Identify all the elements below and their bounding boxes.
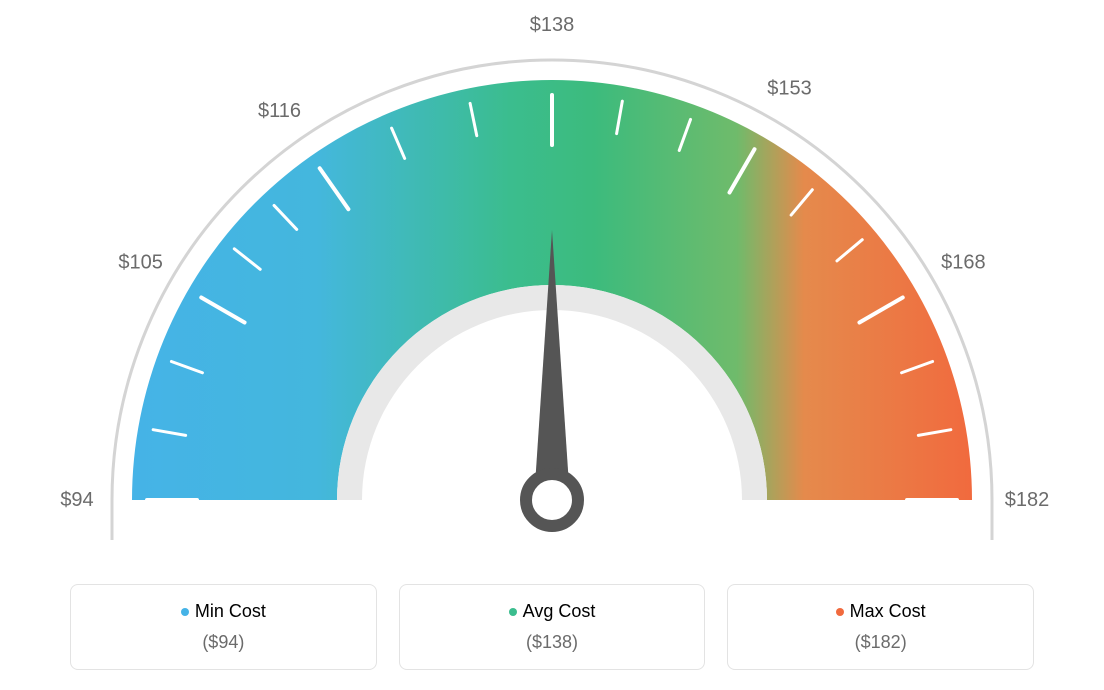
legend-avg-text: Avg Cost xyxy=(523,601,596,622)
legend-min-label: Min Cost xyxy=(83,601,364,622)
svg-text:$105: $105 xyxy=(118,252,163,274)
dot-icon xyxy=(509,608,517,616)
svg-text:$153: $153 xyxy=(767,78,812,100)
svg-text:$94: $94 xyxy=(60,489,93,511)
legend-max-box: Max Cost ($182) xyxy=(727,584,1034,670)
legend-min-box: Min Cost ($94) xyxy=(70,584,377,670)
legend-max-value: ($182) xyxy=(740,632,1021,653)
dot-icon xyxy=(181,608,189,616)
legend-max-label: Max Cost xyxy=(740,601,1021,622)
legend-max-text: Max Cost xyxy=(850,601,926,622)
gauge-svg: $94 $105 $116 $138 $153 $168 $182 xyxy=(0,0,1104,565)
legend-avg-label: Avg Cost xyxy=(412,601,693,622)
legend-min-value: ($94) xyxy=(83,632,364,653)
legend-min-text: Min Cost xyxy=(195,601,266,622)
svg-text:$138: $138 xyxy=(530,14,575,36)
svg-text:$168: $168 xyxy=(941,252,986,274)
legend-avg-value: ($138) xyxy=(412,632,693,653)
dot-icon xyxy=(836,608,844,616)
gauge-chart: $94 $105 $116 $138 $153 $168 $182 xyxy=(0,0,1104,565)
legend-avg-box: Avg Cost ($138) xyxy=(399,584,706,670)
svg-text:$182: $182 xyxy=(1005,489,1050,511)
legend-row: Min Cost ($94) Avg Cost ($138) Max Cost … xyxy=(0,584,1104,670)
svg-text:$116: $116 xyxy=(258,100,301,122)
